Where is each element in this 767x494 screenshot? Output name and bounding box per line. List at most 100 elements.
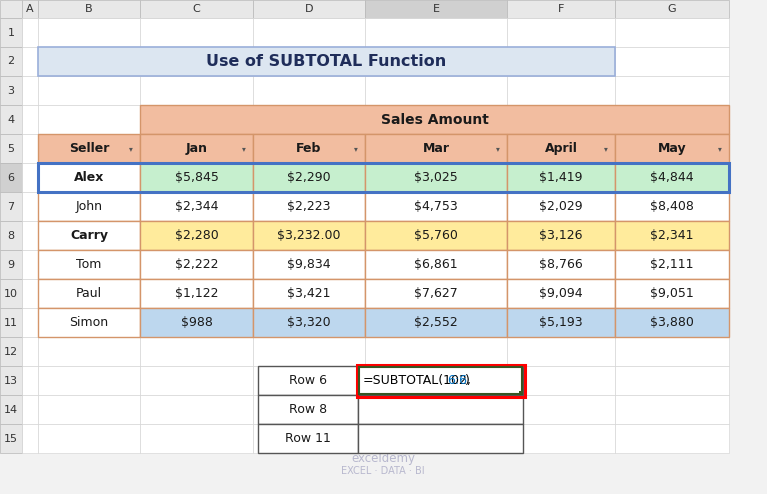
Text: F: F	[558, 4, 565, 14]
Text: $6,861: $6,861	[414, 258, 458, 271]
Text: ▾: ▾	[718, 144, 722, 153]
Bar	[507, 308, 615, 337]
Bar	[507, 279, 615, 308]
Text: $2,222: $2,222	[175, 258, 219, 271]
Text: $3,232.00: $3,232.00	[277, 229, 341, 242]
Bar	[0, 221, 22, 250]
Bar	[357, 365, 525, 397]
Text: Sales Amount: Sales Amount	[380, 113, 489, 126]
Bar	[253, 105, 365, 134]
Bar	[258, 366, 358, 395]
Bar	[258, 424, 358, 453]
Bar	[507, 192, 615, 221]
Text: $5,760: $5,760	[414, 229, 458, 242]
Bar	[507, 134, 615, 163]
Bar	[22, 134, 38, 163]
Bar	[358, 366, 523, 395]
Bar	[507, 163, 615, 192]
Bar	[38, 163, 729, 192]
Bar	[365, 250, 507, 279]
Bar	[0, 337, 22, 366]
Bar	[615, 192, 729, 221]
Bar	[22, 0, 38, 18]
Text: $9,051: $9,051	[650, 287, 694, 300]
Bar	[38, 308, 140, 337]
Bar	[22, 366, 38, 395]
Text: Feb: Feb	[296, 142, 321, 155]
Bar	[38, 134, 140, 163]
Bar	[365, 163, 507, 192]
Bar	[253, 250, 365, 279]
Bar	[507, 395, 615, 424]
Text: Carry: Carry	[70, 229, 108, 242]
Bar	[38, 105, 140, 134]
Bar	[365, 76, 507, 105]
Text: $5,845: $5,845	[175, 171, 219, 184]
Bar	[0, 163, 22, 192]
Text: ▾: ▾	[354, 144, 358, 153]
Text: $3,025: $3,025	[414, 171, 458, 184]
Bar	[365, 134, 507, 163]
Bar	[140, 134, 253, 163]
Text: $2,280: $2,280	[175, 229, 219, 242]
Bar	[253, 424, 365, 453]
Text: ▾: ▾	[604, 144, 608, 153]
Text: Jan: Jan	[186, 142, 208, 155]
Bar	[38, 221, 140, 250]
Bar	[253, 337, 365, 366]
Bar	[22, 250, 38, 279]
Bar	[38, 308, 140, 337]
Bar	[38, 163, 140, 192]
Text: $1,419: $1,419	[539, 171, 583, 184]
Bar	[22, 424, 38, 453]
Bar	[22, 221, 38, 250]
Bar	[0, 105, 22, 134]
Bar	[365, 424, 507, 453]
Text: 5: 5	[8, 143, 15, 154]
Bar	[38, 337, 140, 366]
Text: 6: 6	[8, 172, 15, 182]
Bar	[615, 250, 729, 279]
Bar	[140, 105, 729, 134]
Bar	[253, 192, 365, 221]
Bar	[38, 192, 140, 221]
Bar	[253, 192, 365, 221]
Bar	[140, 47, 253, 76]
Bar	[365, 163, 507, 192]
Bar	[140, 308, 253, 337]
Bar	[22, 18, 38, 47]
Bar	[0, 47, 22, 76]
Bar	[365, 279, 507, 308]
Text: $2,344: $2,344	[175, 200, 219, 213]
Bar	[140, 163, 253, 192]
Bar	[38, 366, 140, 395]
Bar	[140, 424, 253, 453]
Bar	[0, 395, 22, 424]
Bar	[140, 163, 253, 192]
Bar	[615, 192, 729, 221]
Text: Use of SUBTOTAL Function: Use of SUBTOTAL Function	[206, 54, 446, 69]
Bar	[38, 134, 140, 163]
Bar	[253, 18, 365, 47]
Bar	[38, 18, 140, 47]
Bar	[253, 0, 365, 18]
Text: exceldemy: exceldemy	[351, 452, 415, 464]
Bar	[359, 367, 522, 394]
Text: April: April	[545, 142, 578, 155]
Bar	[0, 366, 22, 395]
Bar	[0, 424, 22, 453]
Bar	[615, 337, 729, 366]
Bar	[253, 308, 365, 337]
Bar	[253, 76, 365, 105]
Bar	[365, 337, 507, 366]
Bar	[615, 163, 729, 192]
Bar	[365, 366, 507, 395]
Text: G: G	[668, 4, 676, 14]
Bar	[615, 0, 729, 18]
Bar	[253, 250, 365, 279]
Bar	[22, 47, 38, 76]
Bar	[615, 279, 729, 308]
Bar	[507, 221, 615, 250]
Bar	[615, 279, 729, 308]
Bar	[0, 308, 22, 337]
